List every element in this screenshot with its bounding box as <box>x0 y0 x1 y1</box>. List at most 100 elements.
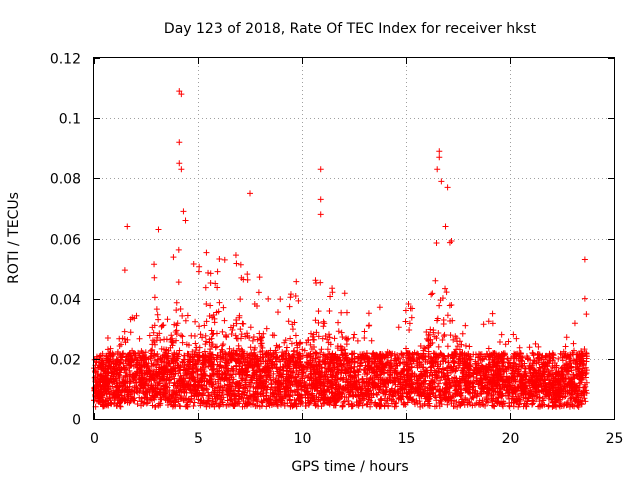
data-point <box>240 368 247 375</box>
data-point <box>385 391 392 398</box>
data-point <box>243 330 250 337</box>
data-point <box>402 318 409 325</box>
data-point <box>152 362 159 369</box>
data-point <box>149 346 156 353</box>
data-point <box>408 360 415 367</box>
data-point <box>160 369 167 376</box>
data-point <box>109 383 116 390</box>
data-point <box>515 403 522 410</box>
data-point <box>157 400 164 407</box>
data-point <box>236 370 243 377</box>
data-point <box>166 387 173 394</box>
data-point <box>578 401 585 408</box>
data-point <box>296 395 303 402</box>
data-point <box>315 333 322 340</box>
data-point <box>580 361 587 368</box>
data-point <box>135 349 142 356</box>
data-point <box>173 389 180 396</box>
data-point <box>127 329 134 336</box>
data-point <box>445 352 452 359</box>
data-point <box>303 352 310 359</box>
data-point <box>176 376 183 383</box>
data-point <box>483 395 490 402</box>
data-point <box>541 401 548 408</box>
data-point <box>252 388 259 395</box>
data-point <box>433 335 440 342</box>
data-point <box>354 391 361 398</box>
data-point <box>425 348 432 355</box>
data-point <box>179 333 186 340</box>
data-point <box>209 314 216 321</box>
data-point <box>537 380 544 387</box>
data-point <box>209 331 216 338</box>
data-point <box>171 375 178 382</box>
data-point <box>485 345 492 352</box>
data-point <box>499 401 506 408</box>
data-point <box>164 365 171 372</box>
data-point <box>486 379 493 386</box>
data-point <box>318 346 325 353</box>
data-point <box>157 386 164 393</box>
data-point <box>196 354 203 361</box>
data-point <box>204 377 211 384</box>
data-point <box>208 375 215 382</box>
data-point <box>187 370 194 377</box>
data-point <box>136 388 143 395</box>
data-point <box>502 366 509 373</box>
data-point <box>350 392 357 399</box>
data-point <box>237 296 244 303</box>
data-point <box>413 386 420 393</box>
data-point <box>121 364 128 371</box>
data-point <box>582 364 589 371</box>
data-point <box>364 401 371 408</box>
data-point <box>284 367 291 374</box>
data-point <box>444 372 451 379</box>
data-point <box>110 351 117 358</box>
data-point <box>335 319 342 326</box>
data-point <box>582 398 589 405</box>
data-point <box>317 279 324 286</box>
data-point <box>257 348 264 355</box>
data-point <box>421 377 428 384</box>
data-point <box>535 343 542 350</box>
data-point <box>298 399 305 406</box>
data-point <box>192 318 199 325</box>
data-point <box>121 398 128 405</box>
data-point <box>256 330 263 337</box>
data-point <box>431 367 438 374</box>
data-point <box>251 346 258 353</box>
data-point <box>380 390 387 397</box>
data-point <box>239 320 246 327</box>
data-point <box>198 391 205 398</box>
data-point <box>151 294 158 301</box>
data-point <box>202 358 209 365</box>
data-point <box>95 387 102 394</box>
data-point <box>341 290 348 297</box>
data-point <box>319 335 326 342</box>
data-point <box>436 302 443 309</box>
data-point <box>385 359 392 366</box>
data-point <box>453 398 460 405</box>
data-point <box>232 383 239 390</box>
data-point <box>148 362 155 369</box>
data-point <box>473 367 480 374</box>
data-point <box>462 396 469 403</box>
data-point <box>353 381 360 388</box>
data-point <box>212 378 219 385</box>
data-point <box>361 328 368 335</box>
data-point <box>395 371 402 378</box>
data-point <box>370 353 377 360</box>
data-point <box>555 355 562 362</box>
data-point <box>337 343 344 350</box>
data-point <box>262 383 269 390</box>
data-point <box>359 395 366 402</box>
data-point <box>279 394 286 401</box>
data-point <box>108 364 115 371</box>
data-point <box>108 389 115 396</box>
data-point <box>466 399 473 406</box>
data-point <box>581 346 588 353</box>
data-point <box>494 381 501 388</box>
data-point <box>333 386 340 393</box>
data-point <box>176 347 183 354</box>
data-point <box>200 370 207 377</box>
